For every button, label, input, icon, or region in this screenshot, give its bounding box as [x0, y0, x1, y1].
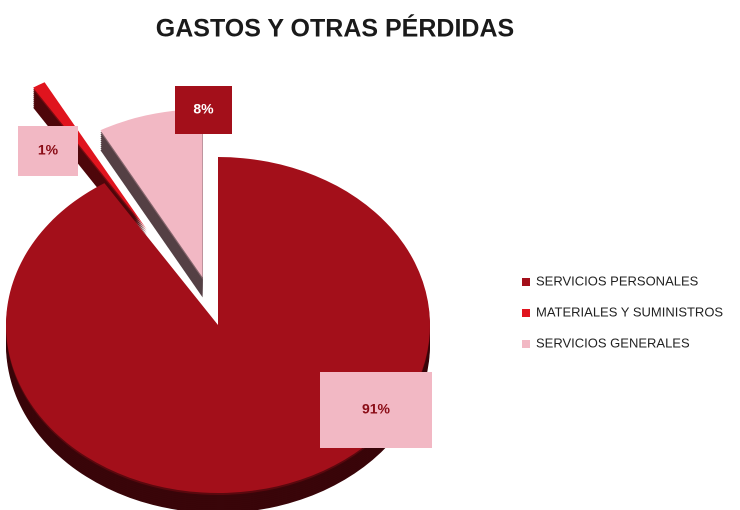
slice	[100, 109, 203, 278]
legend-swatch	[522, 340, 530, 348]
chart-title: GASTOS Y OTRAS PÉRDIDAS	[156, 14, 514, 43]
legend-label: SERVICIOS PERSONALES	[536, 273, 699, 288]
label-box	[18, 126, 78, 176]
data-label: 1%	[38, 142, 59, 158]
legend-label: MATERIALES Y SUMINISTROS	[536, 304, 723, 319]
legend-swatch	[522, 278, 530, 286]
data-label: 91%	[362, 401, 391, 417]
label-box	[175, 86, 232, 134]
legend-label: SERVICIOS GENERALES	[536, 335, 690, 350]
slice	[33, 82, 147, 230]
data-label: 8%	[193, 101, 214, 117]
label-box	[320, 372, 432, 448]
legend-swatch	[522, 309, 530, 317]
